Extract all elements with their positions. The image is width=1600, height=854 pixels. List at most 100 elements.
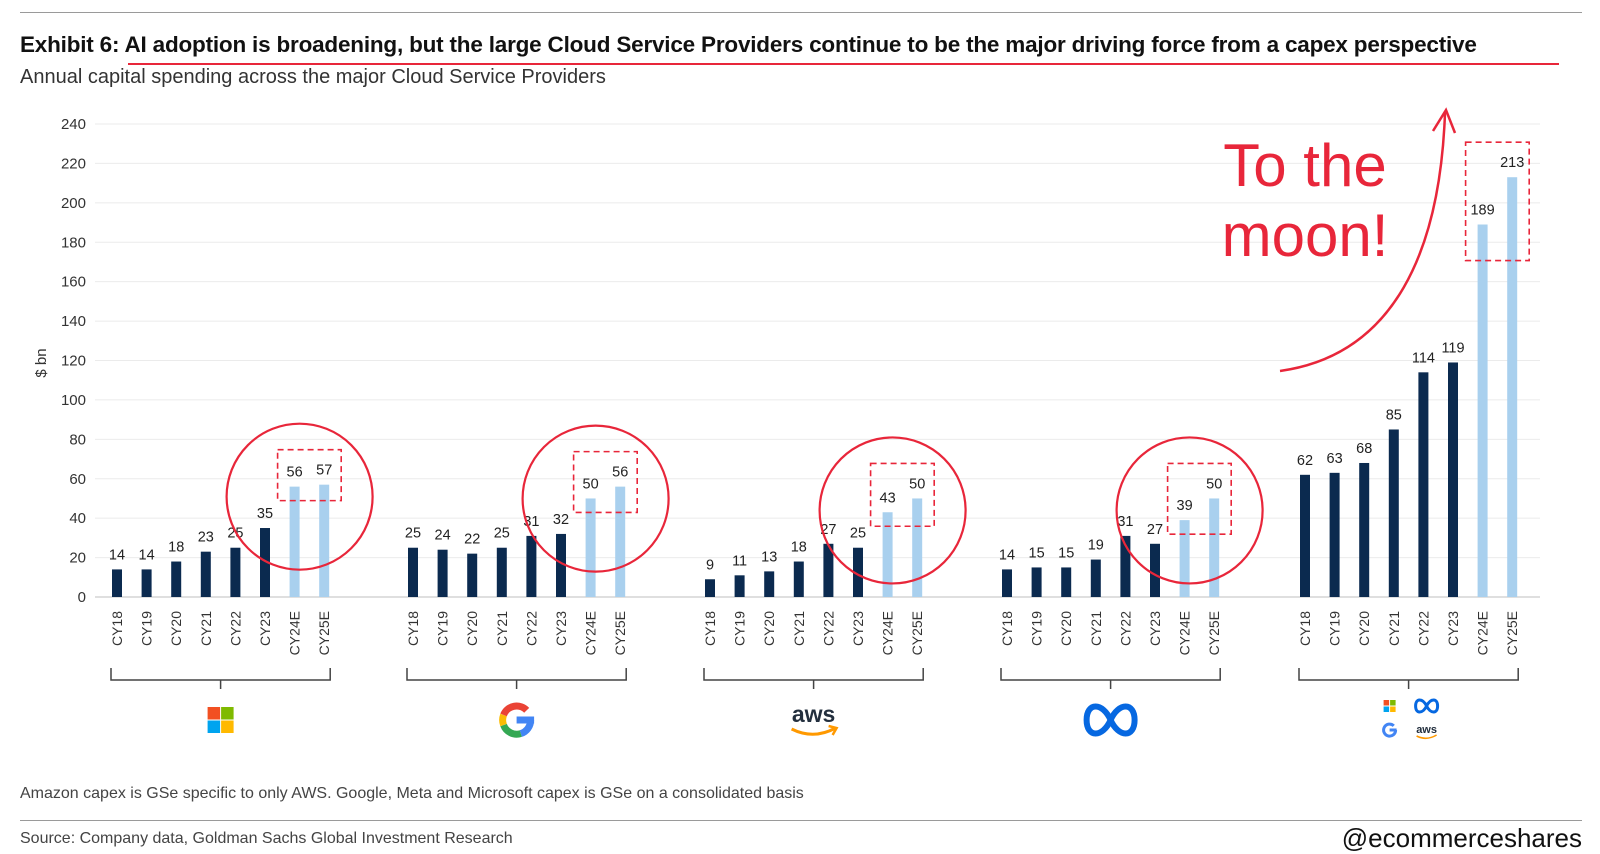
x-tick-label: CY20	[1356, 611, 1372, 646]
x-tick-label: CY23	[553, 611, 569, 646]
data-label: 43	[880, 490, 896, 506]
y-tick-label: 180	[61, 234, 86, 251]
x-tick-label: CY20	[464, 611, 480, 646]
x-tick-label: CY20	[1058, 611, 1074, 646]
x-tick-label: CY18	[405, 611, 421, 646]
mini-meta	[1414, 698, 1440, 714]
data-label: 213	[1500, 155, 1524, 171]
bar	[1388, 429, 1399, 597]
bar	[1507, 177, 1518, 597]
estimate-highlight-box	[1166, 462, 1232, 535]
mini-aws: aws	[1416, 724, 1437, 736]
bar	[793, 561, 804, 597]
bar	[1359, 462, 1370, 597]
data-label: 22	[464, 532, 480, 548]
bar	[882, 512, 893, 597]
logo-square	[221, 707, 234, 720]
mini-google-bar	[1389, 728, 1397, 732]
x-tick-label: CY23	[850, 611, 866, 646]
capex-chart: 0 20 40 60 80 100 120 140 160 180 200 220 240 $ bn 14 C…	[33, 107, 1540, 740]
x-tick-label: CY24E	[1177, 611, 1193, 655]
bar	[496, 547, 507, 597]
x-tick-label: CY20	[761, 611, 777, 646]
moon-arrowhead	[1431, 107, 1457, 134]
bar	[526, 535, 537, 597]
data-label: 15	[1058, 545, 1074, 561]
data-label: 25	[850, 526, 866, 542]
logo-square	[207, 720, 221, 733]
data-label: 18	[168, 540, 184, 556]
aws-logo: aws	[790, 701, 839, 736]
bar	[1418, 372, 1429, 597]
logo-bar	[516, 716, 535, 724]
x-tick-label: CY25E	[316, 611, 332, 655]
chart-subtitle: Annual capital spending across the major…	[20, 66, 606, 88]
mini-square	[1383, 700, 1390, 706]
footnote: Amazon capex is GSe specific to only AWS…	[20, 785, 804, 802]
meta-infinity	[1083, 703, 1138, 737]
x-tick-label: CY21	[494, 611, 510, 646]
x-tick-label: CY22	[523, 611, 539, 646]
bar	[408, 547, 418, 597]
source-note: Source: Company data, Goldman Sachs Glob…	[20, 830, 513, 847]
aws-arrow	[828, 724, 839, 736]
y-tick-label: 0	[78, 589, 86, 606]
x-tick-label: CY18	[999, 611, 1015, 646]
x-tick-label: CY25E	[612, 611, 628, 655]
data-label: 57	[316, 463, 332, 479]
logo-arc	[499, 713, 507, 727]
data-label: 27	[820, 522, 836, 538]
x-tick-label: CY19	[1029, 611, 1045, 646]
bar	[1477, 224, 1488, 597]
data-label: 14	[109, 547, 125, 563]
x-tick-label: CY19	[732, 611, 748, 646]
estimate-highlight-box	[572, 450, 638, 514]
moon-arrow	[1279, 112, 1447, 373]
data-label: 11	[732, 553, 747, 569]
bar	[1061, 567, 1072, 597]
data-label: 19	[1088, 538, 1104, 554]
bar	[230, 547, 241, 597]
data-label: 18	[791, 540, 807, 556]
microsoft-logo	[207, 707, 234, 733]
data-label: 32	[553, 512, 569, 528]
highlight-circle	[521, 424, 670, 573]
meta-logo	[1083, 703, 1138, 737]
x-tick-label: CY21	[198, 611, 214, 646]
data-label: 39	[1177, 498, 1193, 514]
bar	[1448, 362, 1458, 597]
bar	[1300, 474, 1310, 597]
x-tick-label: CY19	[1327, 611, 1343, 646]
bar	[705, 579, 715, 597]
data-label: 85	[1386, 407, 1402, 423]
bar	[556, 533, 566, 597]
data-label: 35	[257, 506, 273, 522]
data-label: 62	[1297, 453, 1313, 469]
x-tick-label: CY18	[109, 611, 125, 646]
bar	[437, 549, 448, 597]
mini-google	[1382, 722, 1398, 738]
bar	[112, 569, 122, 597]
chart-title: Exhibit 6: AI adoption is broadening, bu…	[20, 32, 1477, 57]
bar	[1002, 569, 1012, 597]
bar	[467, 553, 478, 597]
combined-logo: aws	[1382, 698, 1440, 740]
bar	[912, 498, 923, 597]
annotation-line-1: To the	[1223, 132, 1386, 199]
x-tick-label: CY20	[168, 611, 184, 646]
bar	[319, 484, 330, 597]
x-tick-label: CY23	[257, 611, 273, 646]
y-tick-label: 160	[61, 274, 86, 291]
aws-smile	[790, 726, 837, 736]
data-label: 63	[1327, 451, 1343, 467]
x-tick-label: CY22	[1117, 611, 1133, 646]
data-label: 189	[1470, 203, 1494, 219]
data-label: 56	[287, 465, 303, 481]
bottom-rule	[20, 820, 1582, 821]
y-tick-label: 220	[61, 155, 86, 172]
mini-square	[1390, 706, 1396, 712]
mini-aws-smile	[1416, 734, 1438, 740]
bar	[764, 571, 775, 597]
x-tick-label: CY24E	[880, 611, 896, 655]
data-label: 15	[1029, 545, 1045, 561]
